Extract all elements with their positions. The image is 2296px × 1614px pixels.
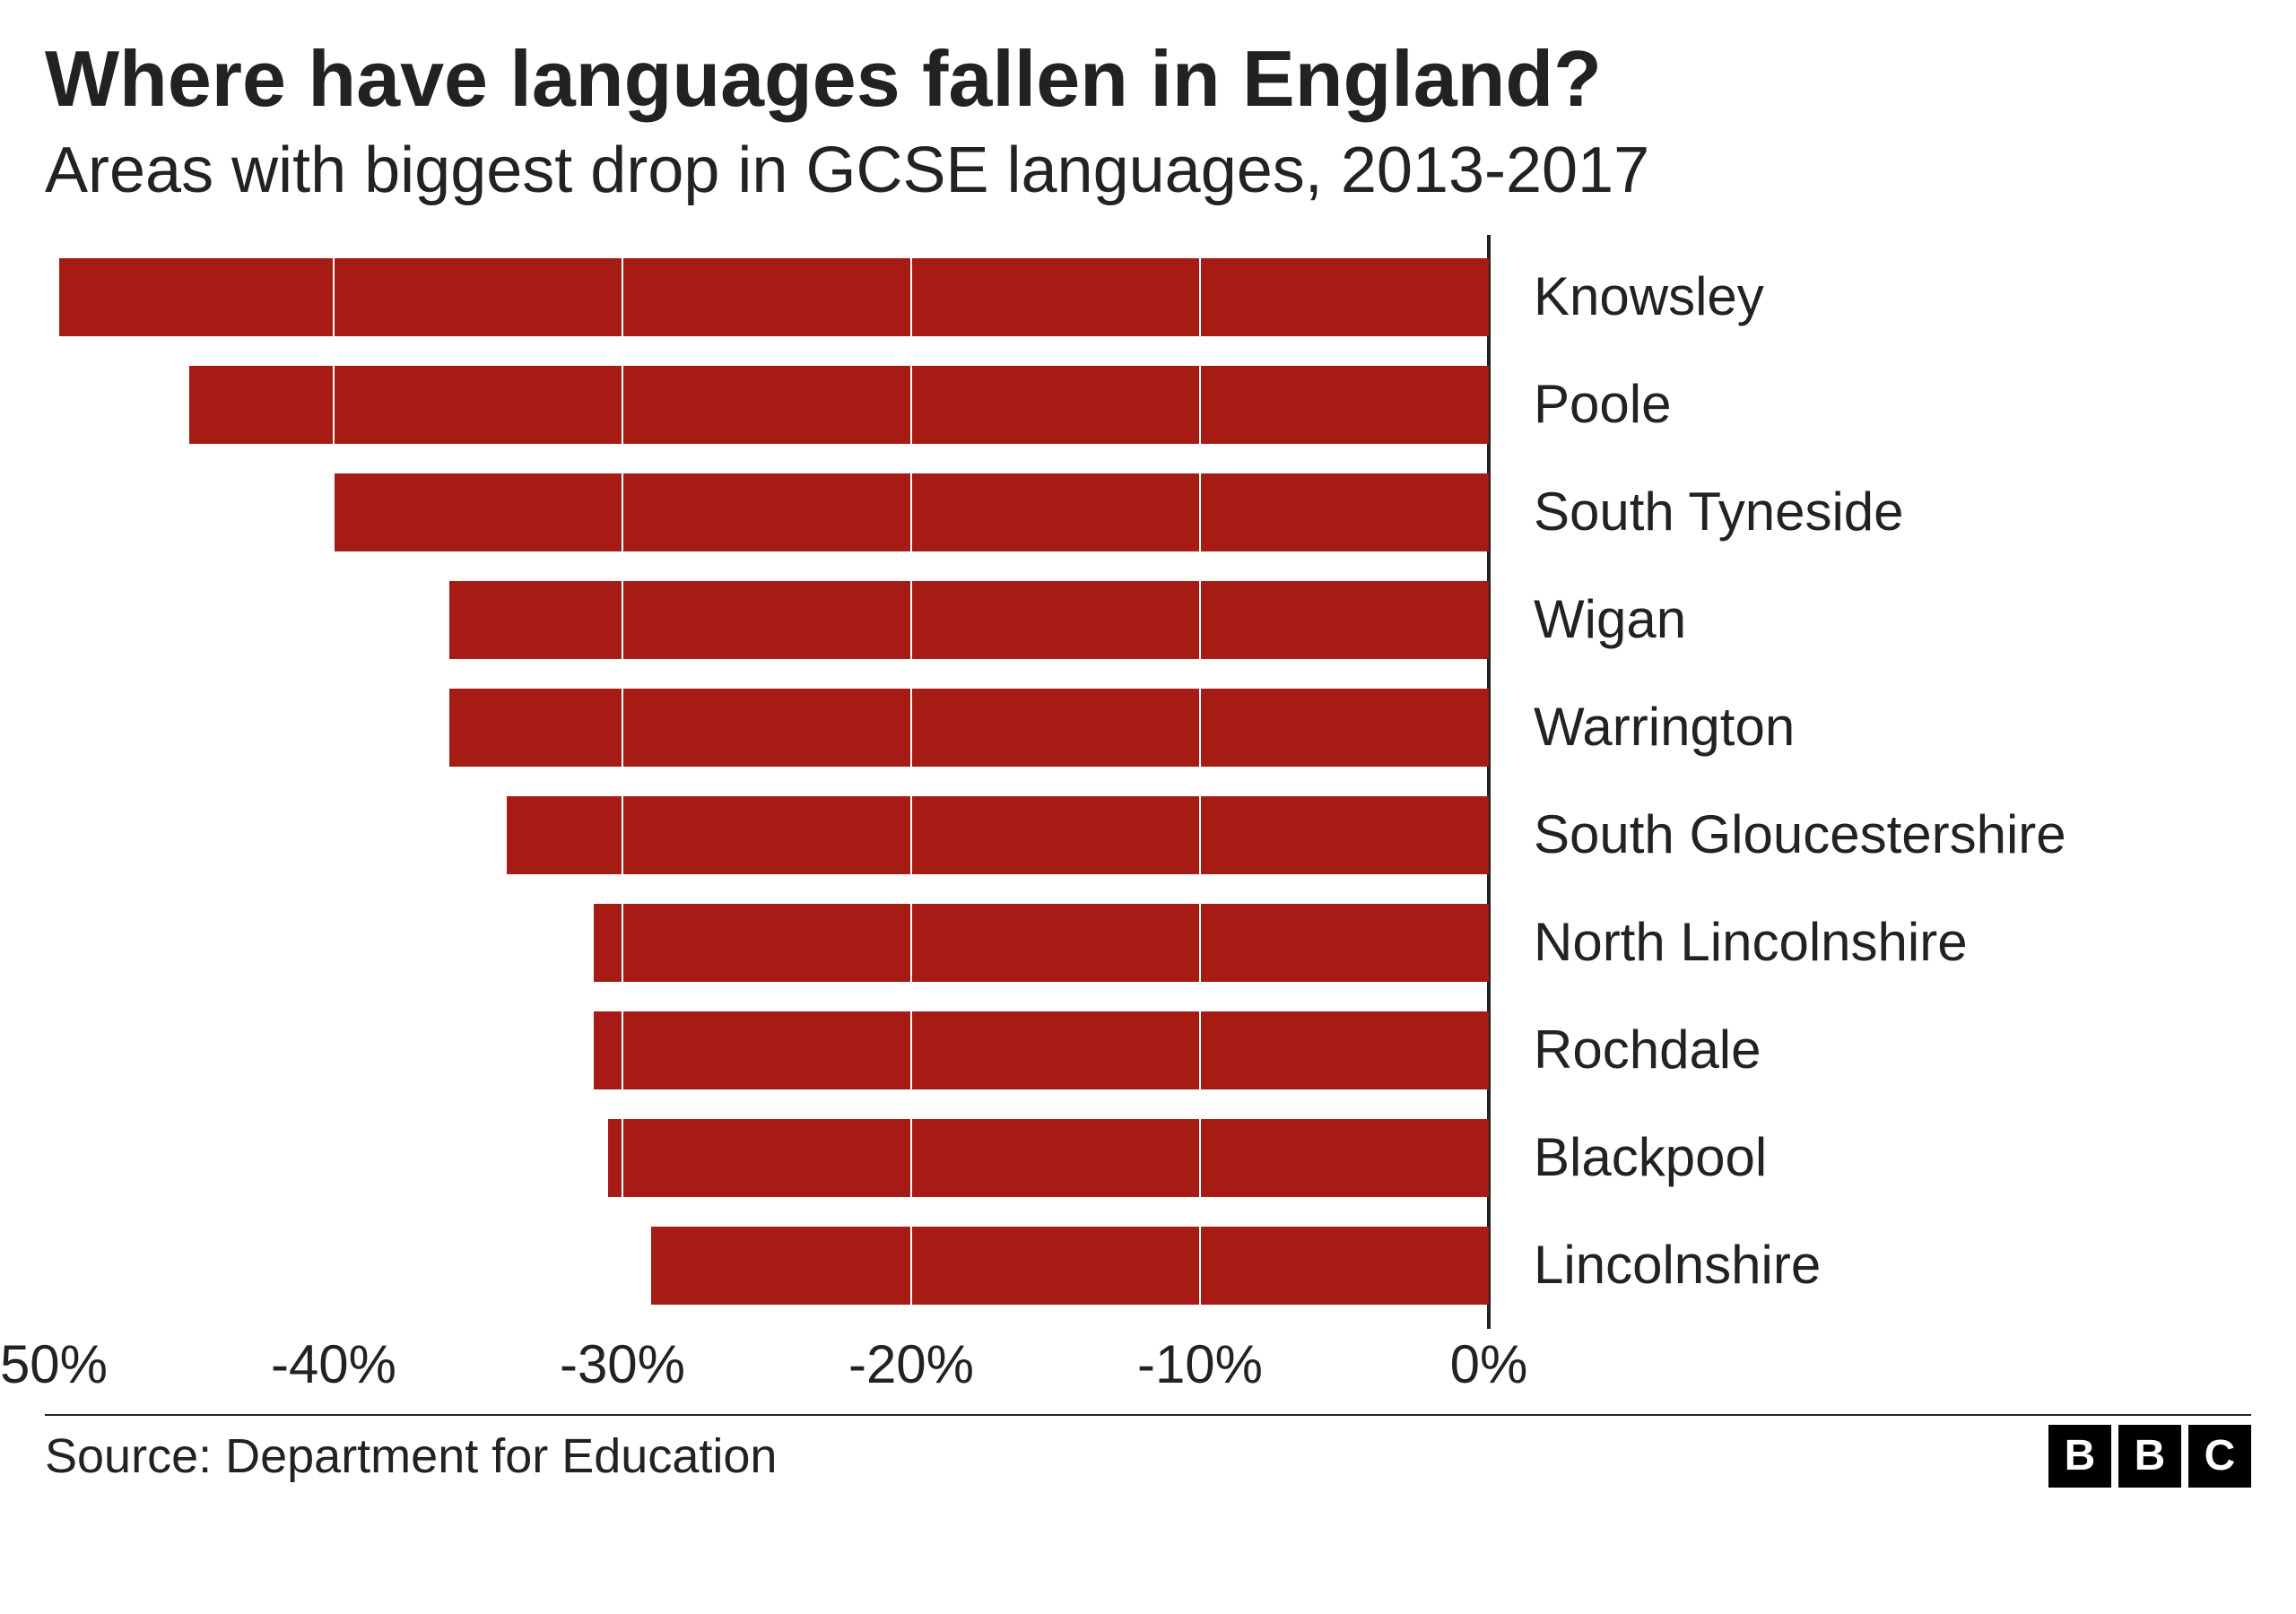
- category-label: Lincolnshire: [1534, 1227, 1821, 1304]
- grid-tick: [1199, 235, 1201, 1329]
- x-tick-label: -10%: [1137, 1333, 1263, 1395]
- bar-row: [45, 1227, 1489, 1304]
- bbc-logo-letter: B: [2048, 1425, 2111, 1488]
- x-tick-label: 0%: [1450, 1333, 1528, 1395]
- category-label: Warrington: [1534, 689, 1795, 766]
- bar: [651, 1227, 1489, 1304]
- bar-row: [45, 904, 1489, 981]
- x-tick-label: -30%: [560, 1333, 685, 1395]
- grid-tick: [910, 235, 912, 1329]
- grid-tick: [622, 235, 623, 1329]
- grid-tick: [333, 235, 335, 1329]
- bar: [59, 258, 1489, 335]
- bar-row: [45, 1011, 1489, 1089]
- bar: [507, 796, 1489, 873]
- bar-row: [45, 366, 1489, 443]
- bbc-logo: BBC: [2048, 1425, 2251, 1488]
- category-label: South Tyneside: [1534, 473, 1904, 551]
- bar-row: [45, 796, 1489, 873]
- bar: [189, 366, 1489, 443]
- bbc-logo-letter: B: [2118, 1425, 2181, 1488]
- source-text: Source: Department for Education: [45, 1428, 777, 1484]
- category-label: North Lincolnshire: [1534, 904, 1968, 981]
- bar-row: [45, 689, 1489, 766]
- x-tick-label: -50%: [0, 1333, 108, 1395]
- bar: [449, 581, 1489, 658]
- x-axis: -50%-40%-30%-20%-10%0%: [45, 1333, 2251, 1414]
- bar: [594, 1011, 1489, 1089]
- x-tick-label: -40%: [271, 1333, 396, 1395]
- bar-row: [45, 1119, 1489, 1196]
- bar-row: [45, 258, 1489, 335]
- category-label: South Gloucestershire: [1534, 796, 2066, 873]
- bbc-logo-letter: C: [2188, 1425, 2251, 1488]
- chart-title: Where have languages fallen in England?: [45, 36, 2251, 123]
- category-label: Knowsley: [1534, 258, 1764, 335]
- category-label: Poole: [1534, 366, 1671, 443]
- chart-subtitle: Areas with biggest drop in GCSE language…: [45, 134, 2251, 208]
- category-label: Rochdale: [1534, 1011, 1761, 1089]
- chart-area: -50%-40%-30%-20%-10%0% Source: Departmen…: [45, 244, 2251, 1436]
- bar-row: [45, 581, 1489, 658]
- plot-area: [45, 244, 1489, 1320]
- bar-row: [45, 473, 1489, 551]
- bar: [608, 1119, 1489, 1196]
- footer: Source: Department for Education BBC: [45, 1416, 2251, 1488]
- category-label: Blackpool: [1534, 1119, 1767, 1196]
- bar: [449, 689, 1489, 766]
- x-tick-label: -20%: [848, 1333, 974, 1395]
- bar: [594, 904, 1489, 981]
- category-label: Wigan: [1534, 581, 1686, 658]
